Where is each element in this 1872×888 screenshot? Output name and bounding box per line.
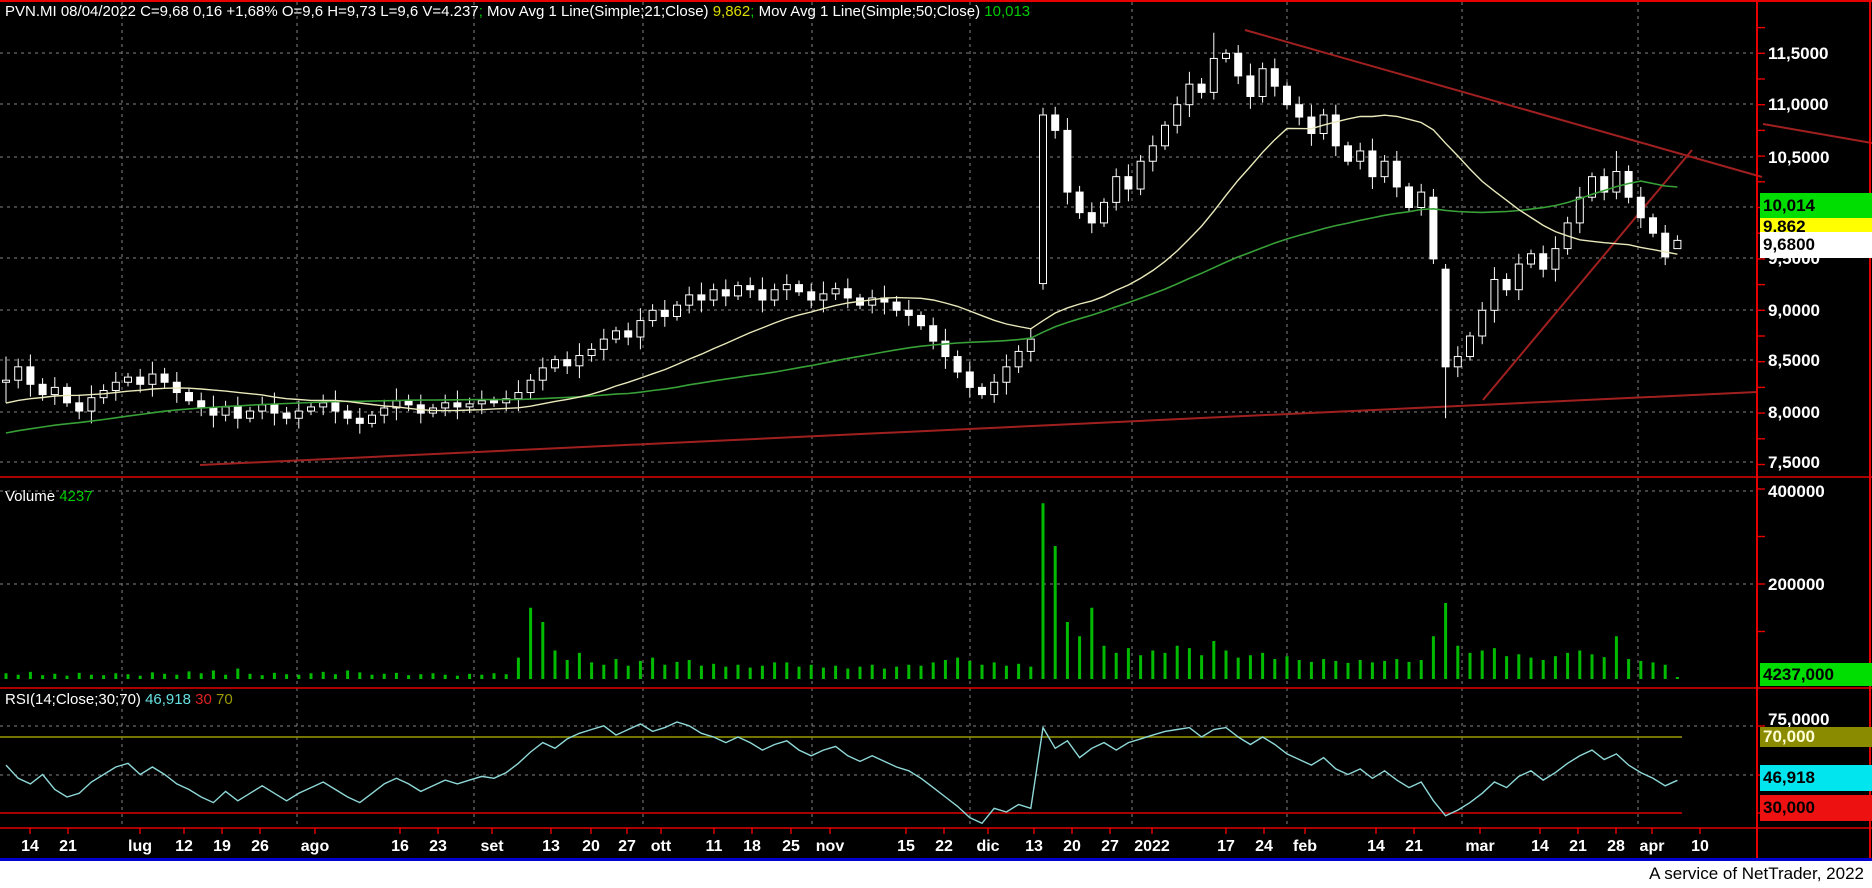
support-uptrend [199,391,1758,466]
rsi-label: RSI(14;Close;30;70) [5,691,146,708]
rsi-value: 46,918 [145,691,196,708]
header-segment: ; [750,3,755,20]
volume-axis-tag: 4237,000 [1760,663,1872,686]
x-axis-label: 27 [618,838,636,855]
header-segment: 10,013 [984,3,1031,20]
resistance-projection [1762,123,1872,144]
x-axis-label: mar [1465,838,1494,855]
ma21-line [5,114,1678,412]
x-axis-label: 27 [1101,838,1119,855]
last-price-tag: 9,6800 [1760,232,1872,258]
rsi-low-band: 30 [195,691,216,708]
price-axis-label: 11,5000 [1768,44,1829,63]
chart-canvas[interactable]: 11,500011,000010,50009,50009,00008,50008… [0,0,1872,858]
x-axis-label: dic [976,838,999,855]
x-axis-label: 14 [1531,838,1549,855]
volume-bars [4,503,1679,679]
x-axis-label: feb [1293,838,1317,855]
x-axis-label: 12 [175,838,193,855]
price-axis-label: 8,5000 [1768,351,1820,370]
x-axis-label: 11 [706,838,723,855]
rsi-high-band: 70 [215,691,233,708]
x-axis-label: 20 [582,838,600,855]
volume-label: Volume [5,488,60,505]
x-axis-label: 19 [213,838,231,855]
service-footer: A service of NetTrader, 2022 [0,861,1872,888]
price-axis-label: 11,0000 [1768,95,1829,114]
x-axis-label: 20 [1063,838,1081,855]
volume-axis-label: 200000 [1768,575,1825,594]
x-axis-label: 21 [1569,838,1587,855]
rsi-line [5,721,1678,825]
x-axis-label: 17 [1217,838,1235,855]
ma50-line [5,180,1678,434]
x-axis-label: 14 [21,838,39,855]
rsi-high-tag: 70,000 [1760,727,1872,747]
price-axis-label: 8,0000 [1768,403,1820,422]
ma50-price-tag: 10,014 [1760,193,1872,218]
volume-axis-label: 400000 [1768,482,1825,501]
x-axis-label: 26 [251,838,269,855]
volume-panel-label: Volume 4237 [5,488,93,505]
x-axis-label: 15 [897,838,915,855]
x-axis-label: set [480,838,504,855]
x-axis-label: 21 [1405,838,1423,855]
x-axis-label: 21 [59,838,77,855]
x-axis-label: nov [816,838,845,855]
header-segment: 9,862 [712,3,751,20]
rsi-axis-label: 75,0000 [1768,710,1829,729]
x-axis-label: 13 [1025,838,1043,855]
header-segment: Mov Avg 1 Line(Simple;50;Close) [754,3,985,20]
ascending-wedge [1482,149,1693,401]
footer-divider [0,858,1872,861]
price-axis-label: 7,5000 [1768,453,1820,472]
rsi-panel-label: RSI(14;Close;30;70) 46,918 30 70 [5,691,233,708]
x-axis-label: 13 [542,838,560,855]
x-axis-label: 22 [935,838,953,855]
x-axis-label: ago [301,838,330,855]
x-axis-label: 14 [1367,838,1385,855]
x-axis-label: lug [128,838,152,855]
chart-header: PVN.MI 08/04/2022 C=9,68 0,16 +1,68% O=9… [5,3,1030,20]
candlesticks [2,32,1682,434]
header-segment: PVN.MI 08/04/2022 C=9,68 0,16 +1,68% O=9… [5,3,479,20]
volume-value: 4237 [59,488,93,505]
x-axis-label: 18 [743,838,761,855]
price-axis-label: 9,0000 [1768,301,1820,320]
x-axis-label: ott [651,838,672,855]
ma21-price-tag: 9,862 [1760,218,1872,232]
x-axis-label: 28 [1607,838,1625,855]
price-axis-label: 10,5000 [1768,148,1829,167]
x-axis-label: 16 [391,838,409,855]
rsi-value-tag: 46,918 [1760,765,1872,791]
x-axis-label: 23 [429,838,447,855]
descending-resistance [1244,29,1763,178]
x-axis-label: 2022 [1134,838,1170,855]
x-axis-label: 24 [1255,838,1273,855]
header-segment: ; [478,3,483,20]
x-axis-label: 10 [1691,838,1709,855]
header-segment: Mov Avg 1 Line(Simple;21;Close) [482,3,713,20]
x-axis-label: 25 [782,838,800,855]
x-axis-label: apr [1640,838,1665,855]
rsi-low-tag: 30,000 [1760,795,1872,821]
